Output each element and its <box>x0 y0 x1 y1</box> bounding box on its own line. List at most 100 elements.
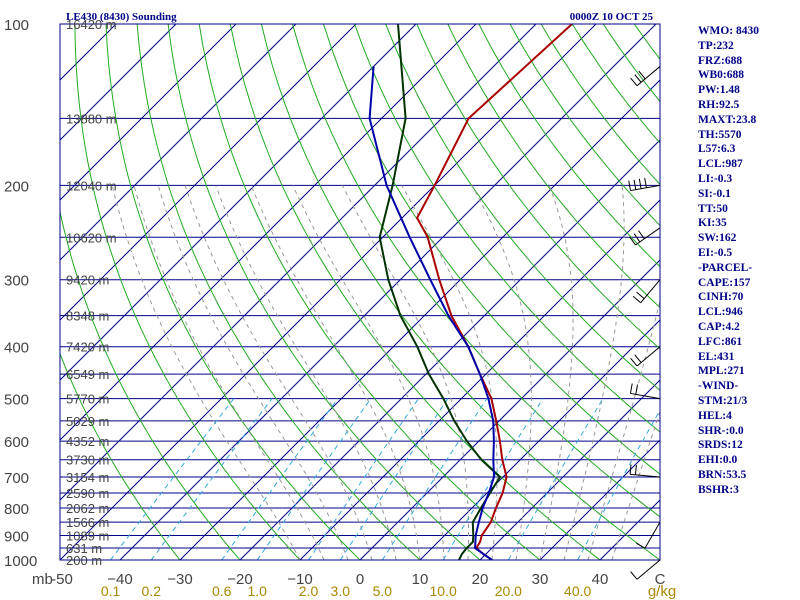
pressure-tick-label: 200 <box>4 178 29 195</box>
wind-barb-flag <box>629 383 633 394</box>
height-label: 3730 m <box>66 453 109 468</box>
wind-barb-flag <box>635 384 639 395</box>
index-line: L57:6.3 <box>698 143 736 156</box>
index-line: -WIND- <box>698 380 739 393</box>
dry-adiabat-line <box>229 24 601 560</box>
mixing-ratio-line <box>221 398 339 560</box>
wind-barb-flag <box>629 236 636 246</box>
index-line: CAP:4.2 <box>698 320 740 333</box>
wind-barb-flag <box>628 180 631 191</box>
wind-barb <box>630 346 661 367</box>
moist-adiabat-line <box>401 185 498 560</box>
moist-adiabat-line <box>471 185 532 560</box>
temperature-tick-label: -50 <box>51 571 73 588</box>
pressure-tick-label: 1000 <box>4 553 37 570</box>
index-line: RH:92.5 <box>698 98 740 111</box>
wind-barb-staff <box>636 559 661 580</box>
dry-adiabat-line <box>416 24 660 350</box>
index-line: BSHR:3 <box>698 483 739 496</box>
dry-adiabat-line <box>292 24 660 518</box>
index-line: FRZ:688 <box>698 54 743 67</box>
wind-barb-staff <box>644 521 661 549</box>
pressure-tick-label: 900 <box>4 528 29 545</box>
index-line: CINH:70 <box>698 291 744 304</box>
index-line: TT:50 <box>698 202 728 215</box>
height-label: 8348 m <box>66 309 109 324</box>
index-line: LCL:987 <box>698 158 743 171</box>
height-label: 10620 m <box>66 230 117 245</box>
dry-adiabat-line <box>198 24 541 560</box>
background-grid <box>60 24 660 560</box>
dry-adiabat-line <box>60 209 241 560</box>
index-line: CAPE:157 <box>698 276 751 289</box>
dry-adiabat-line <box>60 352 181 560</box>
index-line: PW:1.48 <box>698 84 740 97</box>
height-label: 631 m <box>66 541 102 556</box>
mixing-ratio-label: 40.0 <box>564 583 591 599</box>
pressure-tick-label: 700 <box>4 470 29 487</box>
index-line: LI:-0.3 <box>698 172 733 185</box>
indices-panel: WMO: 8430 TP:232 FRZ:688 WB0:688 PW:1.48 RH:9… <box>698 24 798 498</box>
height-label: 2590 m <box>66 486 109 501</box>
index-line: KI:35 <box>698 217 727 230</box>
wind-barb-flag <box>632 295 642 304</box>
wind-barb-flag <box>630 571 638 580</box>
temperature-tick-label: −20 <box>227 571 252 588</box>
mixing-ratio-label: 5.0 <box>373 583 393 599</box>
wind-barb-flag <box>638 178 642 189</box>
pressure-tick-label: 500 <box>4 392 29 409</box>
isotherm-line <box>60 24 537 501</box>
dry-adiabat-line <box>167 24 481 560</box>
mixing-ratio-label: 3.0 <box>331 583 351 599</box>
height-label: 9420 m <box>66 273 109 288</box>
chart-time: 0000Z 10 OCT 25 <box>570 11 654 23</box>
moist-adiabat-line <box>539 185 574 560</box>
index-line: BRN:53.5 <box>698 468 747 481</box>
height-label: 13880 m <box>66 111 117 126</box>
height-label: 2062 m <box>66 501 109 516</box>
wind-barb <box>630 559 661 580</box>
wind-barb <box>628 177 661 192</box>
dry-adiabat-line <box>447 24 660 309</box>
index-line: WB0:688 <box>698 69 744 82</box>
wind-barb-flag <box>636 542 646 549</box>
mixing-ratio-line <box>150 398 273 560</box>
wind-barb <box>630 66 661 87</box>
isotherm-line <box>60 24 477 441</box>
plot-frame <box>59 23 661 561</box>
mixing-ratio-label: 20.0 <box>495 583 522 599</box>
wind-barbs <box>628 66 661 580</box>
mixing-ratio-label: 1.0 <box>247 583 267 599</box>
height-label: 16420 m <box>66 17 117 32</box>
moist-adiabat-line <box>250 185 421 560</box>
isotherm-line <box>479 379 660 560</box>
pressure-tick-label: 300 <box>4 273 29 290</box>
wind-barb <box>629 383 661 400</box>
temperature-line <box>415 24 573 560</box>
height-label: 1089 m <box>66 528 109 543</box>
isotherm-line <box>60 24 597 560</box>
height-label: 5029 m <box>66 414 109 429</box>
isotherm-line <box>60 24 237 201</box>
pressure-tick-label: 800 <box>4 501 29 518</box>
wind-barb-flag <box>634 74 642 83</box>
dry-adiabat-line <box>323 24 660 475</box>
moist-adiabat-line <box>133 185 325 560</box>
isotherm-line <box>419 319 660 560</box>
isotherm-line <box>60 24 177 141</box>
index-line: HEL:4 <box>698 409 732 422</box>
mixing-ratio-line <box>577 409 660 560</box>
isotherm-line <box>60 24 297 261</box>
height-label: 12040 m <box>66 178 117 193</box>
dry-adiabat-line <box>354 24 660 433</box>
mixing-ratio-line <box>110 398 235 560</box>
height-label: 5770 m <box>66 392 109 407</box>
temperature-tick-label: −30 <box>167 571 192 588</box>
temperature-tick-label: 20 <box>472 571 489 588</box>
wind-barb-flag <box>633 179 637 190</box>
isotherm-line <box>179 79 660 560</box>
index-line: EHI:0.0 <box>698 454 738 467</box>
index-line: WMO: 8430 <box>698 25 760 37</box>
wind-barb-flag <box>638 70 646 80</box>
